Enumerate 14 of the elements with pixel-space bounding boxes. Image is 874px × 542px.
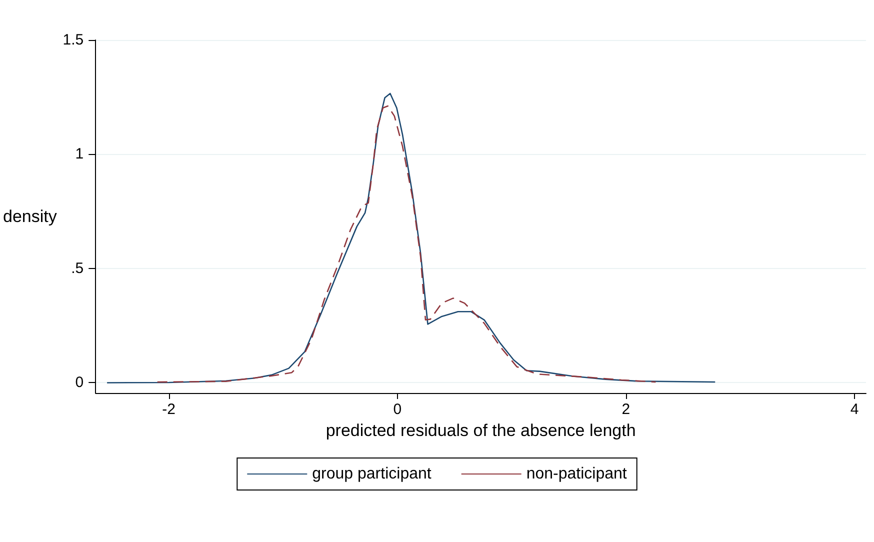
- x-tick-label: 4: [850, 401, 859, 418]
- x-tick-label: 0: [393, 401, 402, 418]
- y-tick-label: 0: [75, 374, 84, 392]
- legend-label: non-paticipant: [526, 466, 628, 482]
- x-axis-title: predicted residuals of the absence length: [326, 420, 636, 440]
- y-tick-label: .5: [71, 260, 84, 277]
- legend-label: group participant: [312, 466, 432, 482]
- x-tick-label: -2: [162, 401, 176, 418]
- y-axis-title: density: [2, 207, 58, 226]
- y-tick-label: 1.5: [62, 32, 84, 48]
- x-tick-label: 2: [622, 401, 630, 418]
- line-series: [106, 92, 716, 384]
- line-series: [156, 105, 656, 383]
- y-tick-label: 1: [75, 146, 84, 163]
